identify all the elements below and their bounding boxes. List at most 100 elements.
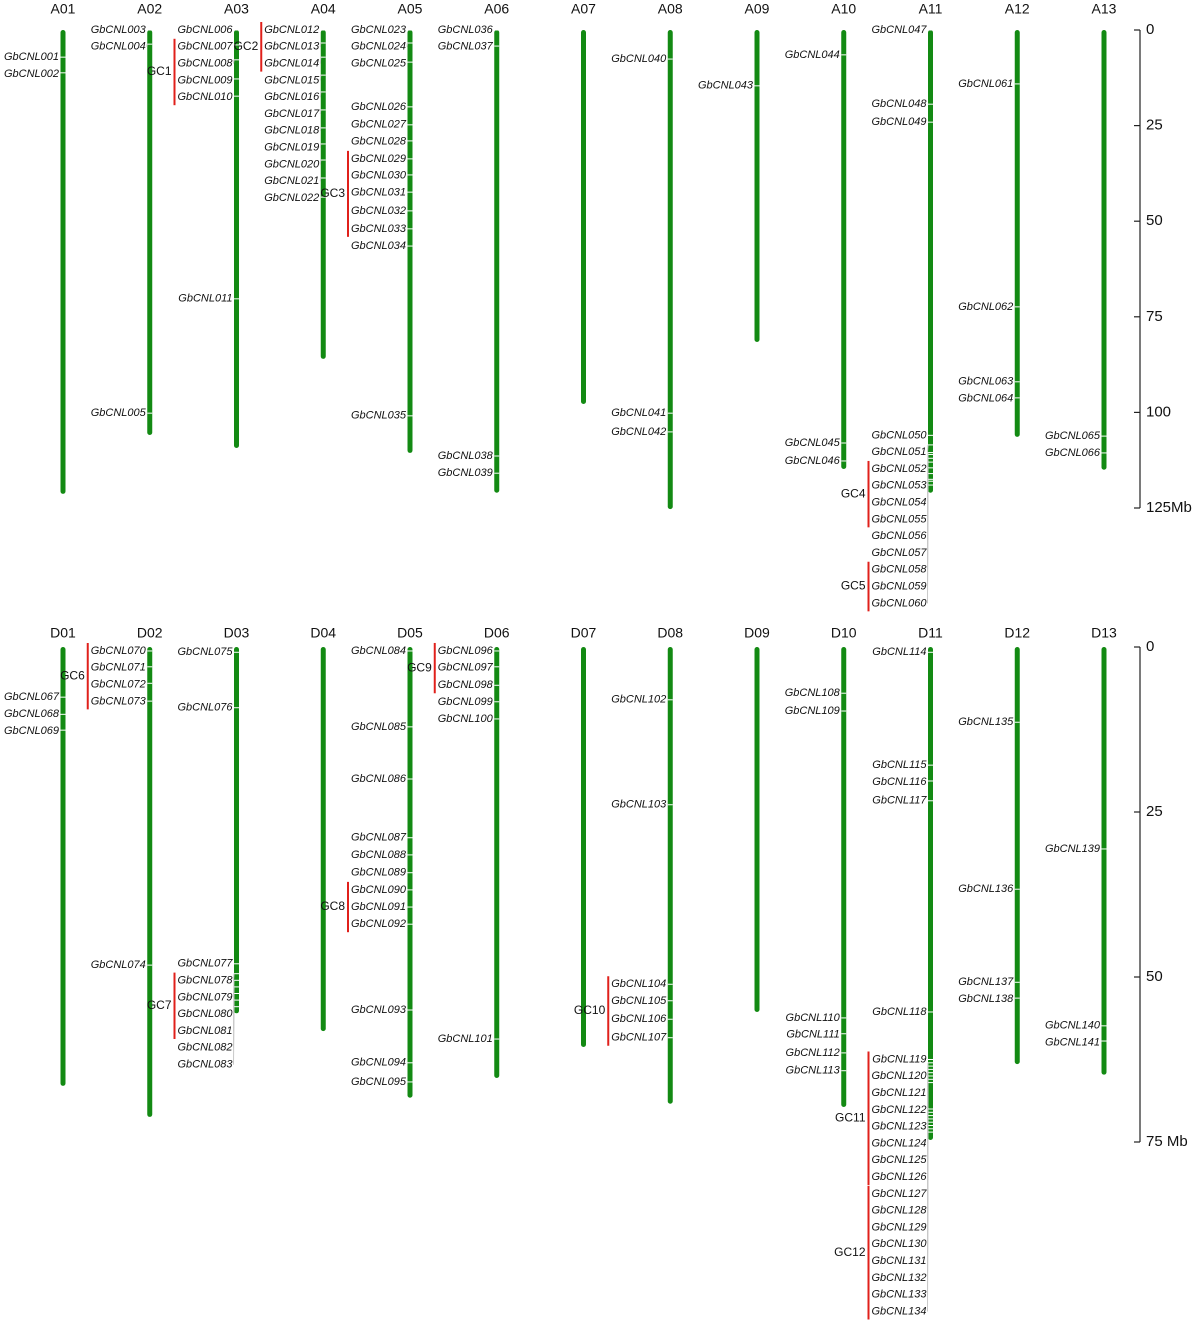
gene-connector <box>233 973 235 981</box>
gene-label: GbCNL046 <box>785 455 841 467</box>
gene-label: GbCNL079 <box>177 991 232 1003</box>
gene-label: GbCNL081 <box>177 1025 232 1037</box>
gene-label: GbCNL062 <box>958 301 1013 313</box>
gene-connector <box>927 1132 929 1312</box>
gene-label: GbCNL040 <box>611 53 667 65</box>
gene-label: GbCNL071 <box>91 662 146 674</box>
cluster-label: GC7 <box>147 998 172 1012</box>
gene-label: GbCNL003 <box>91 24 147 36</box>
gene-label: GbCNL020 <box>264 158 320 170</box>
gene-label: GbCNL111 <box>786 1029 839 1041</box>
gene-label: GbCNL026 <box>351 101 407 113</box>
gene-label: GbCNL116 <box>872 776 927 788</box>
gene-label: GbCNL134 <box>871 1305 926 1317</box>
gene-label: GbCNL125 <box>871 1154 927 1166</box>
chromosome <box>841 30 847 469</box>
gene-label: GbCNL102 <box>611 694 666 706</box>
gene-label: GbCNL082 <box>177 1042 232 1054</box>
chromosome-name: D12 <box>1004 625 1030 641</box>
gene-label: GbCNL093 <box>351 1004 407 1016</box>
gene-label: GbCNL008 <box>177 58 233 70</box>
gene-label: GbCNL060 <box>871 597 927 609</box>
gene-label: GbCNL035 <box>351 410 407 422</box>
chromosome <box>1101 647 1107 1075</box>
gene-label: GbCNL056 <box>871 530 927 542</box>
chromosome <box>754 647 760 1012</box>
chromosome <box>320 647 326 1032</box>
chromosome <box>234 30 239 448</box>
gene-label: GbCNL061 <box>958 78 1013 90</box>
chromosome-name: A05 <box>398 1 423 17</box>
gene-label: GbCNL028 <box>351 136 407 148</box>
gene-label: GbCNL033 <box>351 223 407 235</box>
gene-connector <box>319 177 322 182</box>
gene-label: GbCNL108 <box>785 687 841 699</box>
chromosome <box>1014 647 1020 1065</box>
gene-label: GbCNL107 <box>611 1032 667 1044</box>
cluster-label: GC11 <box>835 1110 866 1124</box>
gene-label: GbCNL036 <box>438 24 494 36</box>
gene-label: GbCNL129 <box>871 1221 926 1233</box>
gene-label: GbCNL019 <box>264 142 319 154</box>
gene-label: GbCNL077 <box>177 958 233 970</box>
chromosome-name: A13 <box>1092 1 1117 17</box>
gene-connector <box>233 59 235 64</box>
gene-label: GbCNL069 <box>4 725 59 737</box>
gene-label: GbCNL075 <box>177 646 233 658</box>
chromosome <box>60 30 66 494</box>
gene-label: GbCNL097 <box>438 662 494 674</box>
gene-label: GbCNL120 <box>871 1070 927 1082</box>
gene-label: GbCNL048 <box>871 98 927 110</box>
chromosome <box>928 30 933 493</box>
gene-label: GbCNL039 <box>438 467 493 479</box>
gene-label: GbCNL106 <box>611 1013 667 1025</box>
gene-label: GbCNL044 <box>785 49 840 61</box>
chromosome-name: D03 <box>224 625 250 641</box>
gene-label: GbCNL043 <box>698 80 754 92</box>
chromosome <box>494 30 500 493</box>
cluster-label: GC12 <box>834 1245 866 1259</box>
chromosome-name: D07 <box>571 625 597 641</box>
chromosome-name: A07 <box>571 1 596 17</box>
chromosome-name: A10 <box>831 1 856 17</box>
scale-label: 25 <box>1146 117 1163 134</box>
gene-label: GbCNL058 <box>871 564 927 576</box>
chromosome-name: A02 <box>137 1 162 17</box>
gene-label: GbCNL078 <box>177 975 233 987</box>
gene-label: GbCNL126 <box>871 1171 927 1183</box>
gene-label: GbCNL042 <box>611 426 666 438</box>
gene-connector <box>233 1006 235 1065</box>
gene-label: GbCNL007 <box>177 41 233 53</box>
gene-label: GbCNL122 <box>871 1104 926 1116</box>
gene-label: GbCNL121 <box>871 1087 926 1099</box>
chromosome-name: A11 <box>919 1 943 17</box>
gene-label: GbCNL092 <box>351 918 406 930</box>
gene-label: GbCNL049 <box>871 116 926 128</box>
chromosome-name: D04 <box>310 625 336 641</box>
gene-label: GbCNL024 <box>351 41 406 53</box>
gene-label: GbCNL136 <box>958 883 1014 895</box>
gene-label: GbCNL085 <box>351 721 407 733</box>
chromosome <box>928 647 933 1141</box>
gene-label: GbCNL017 <box>264 108 320 120</box>
scale-label: 75 Mb <box>1146 1133 1188 1150</box>
chromosome-name: A04 <box>311 1 336 17</box>
gene-label: GbCNL133 <box>871 1289 927 1301</box>
gene-label: GbCNL130 <box>871 1238 927 1250</box>
gene-label: GbCNL138 <box>958 993 1014 1005</box>
gene-label: GbCNL045 <box>785 437 841 449</box>
chromosome-name: D08 <box>657 625 683 641</box>
scale-label: 25 <box>1146 803 1163 820</box>
gene-label: GbCNL002 <box>4 68 59 80</box>
cluster-label: GC5 <box>841 579 866 593</box>
gene-label: GbCNL118 <box>872 1006 927 1018</box>
cluster-label: GC9 <box>407 660 432 674</box>
gene-label: GbCNL084 <box>351 645 406 657</box>
gene-label: GbCNL083 <box>177 1059 233 1071</box>
gene-label: GbCNL103 <box>611 799 667 811</box>
gene-label: GbCNL070 <box>91 645 147 657</box>
scale-label: 0 <box>1146 638 1154 655</box>
gene-label: GbCNL131 <box>871 1255 926 1267</box>
chromosome <box>320 30 326 359</box>
